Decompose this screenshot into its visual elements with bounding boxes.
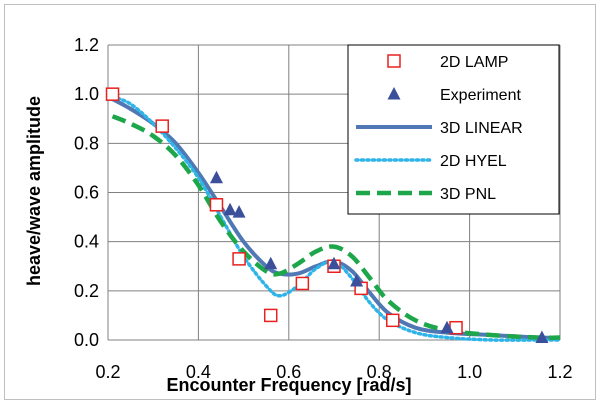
legend-item: 3D PNL bbox=[356, 186, 496, 203]
experiment-point bbox=[264, 256, 278, 270]
legend-item: 2D HYEL bbox=[354, 153, 507, 170]
x-tick-label: 1.0 bbox=[457, 362, 482, 382]
lamp-point bbox=[232, 252, 246, 266]
x-tick-label: 0.4 bbox=[186, 362, 211, 382]
experiment-point bbox=[535, 330, 549, 344]
experiment-point bbox=[209, 170, 223, 184]
y-axis-title: heave/wave amplitude bbox=[24, 96, 44, 286]
x-tick-label: 0.8 bbox=[367, 362, 392, 382]
x-tick-label: 0.6 bbox=[276, 362, 301, 382]
legend-swatch-experiment bbox=[387, 87, 401, 100]
y-tick-label: 0.6 bbox=[74, 183, 99, 203]
lamp-point bbox=[155, 119, 169, 133]
legend-label: 2D LAMP bbox=[440, 54, 508, 71]
legend-label: Experiment bbox=[440, 87, 521, 104]
legend-box bbox=[347, 44, 560, 215]
series-experiment bbox=[209, 170, 549, 344]
chart-frame bbox=[4, 4, 596, 400]
legend: 2D LAMP Experiment 3D LINEAR 2D HYEL 3D PNL bbox=[347, 44, 560, 215]
y-tick-label: 1.2 bbox=[74, 35, 99, 55]
lamp-point bbox=[386, 313, 400, 328]
y-tick-label: 0.0 bbox=[74, 330, 99, 350]
legend-swatch-lamp bbox=[387, 54, 401, 68]
series-layer bbox=[105, 87, 562, 344]
y-tick-label: 0.8 bbox=[74, 133, 99, 153]
legend-label: 3D LINEAR bbox=[440, 120, 523, 137]
experiment-point bbox=[350, 274, 364, 287]
experiment-point bbox=[327, 256, 341, 270]
legend-label: 2D HYEL bbox=[440, 153, 507, 170]
lamp-point bbox=[209, 198, 224, 212]
y-tick-label: 0.4 bbox=[74, 232, 99, 252]
experiment-point bbox=[440, 320, 454, 334]
tick-labels: 0.2 0.4 0.6 0.8 1.0 1.2 0.0 0.2 0.4 0.6 0.8 1.0 1.2 bbox=[74, 35, 573, 382]
legend-item: 2D LAMP bbox=[387, 54, 508, 71]
y-tick-label: 0.2 bbox=[74, 281, 99, 301]
experiment-point bbox=[232, 205, 246, 218]
x-tick-label: 1.2 bbox=[547, 362, 572, 382]
legend-item: 3D LINEAR bbox=[356, 120, 523, 137]
lamp-point bbox=[263, 308, 278, 323]
lamp-point bbox=[105, 87, 120, 101]
legend-label: 3D PNL bbox=[440, 186, 496, 203]
lamp-point bbox=[295, 276, 310, 291]
x-tick-label: 0.2 bbox=[95, 362, 120, 382]
experiment-point bbox=[223, 202, 237, 216]
legend-item: Experiment bbox=[387, 87, 521, 104]
y-tick-label: 1.0 bbox=[74, 84, 99, 104]
x-axis-title: Encounter Frequency [rad/s] bbox=[166, 375, 411, 395]
